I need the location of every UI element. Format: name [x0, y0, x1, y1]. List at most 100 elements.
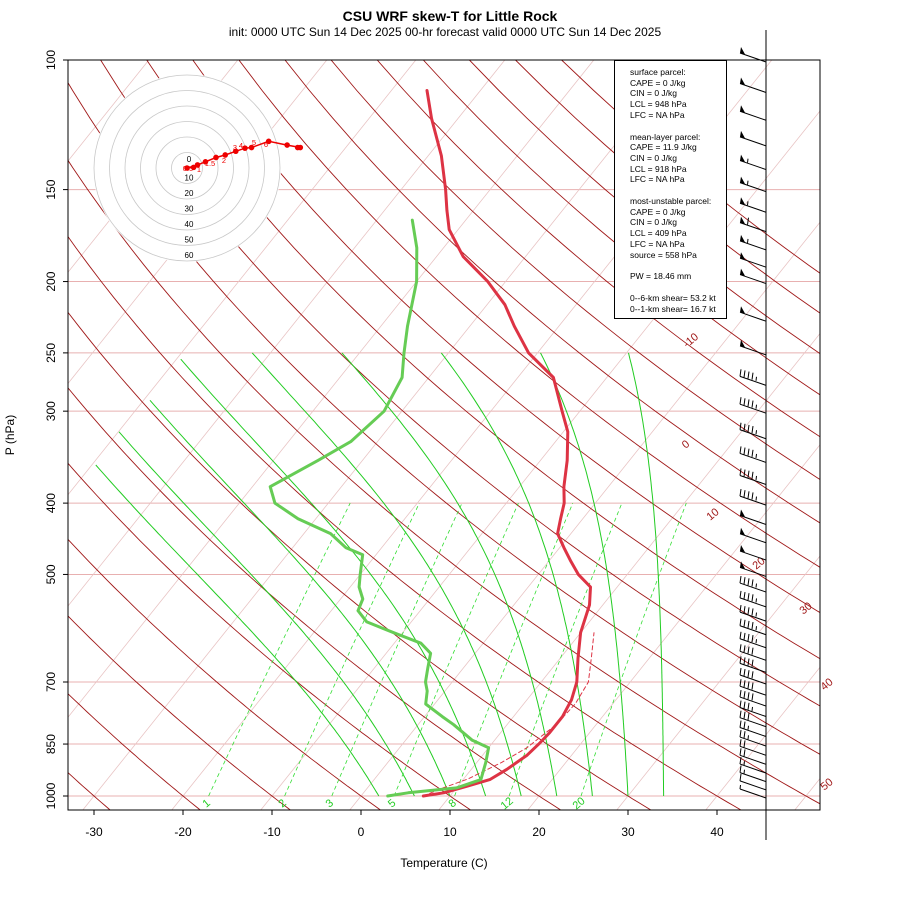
barb-shaft [739, 160, 767, 171]
barb-flag [740, 545, 745, 553]
barb-full [751, 471, 754, 479]
barb-shaft [739, 717, 767, 728]
surface-parcel-header: surface parcel: [630, 67, 686, 77]
barb-full [751, 659, 754, 667]
barb-full [751, 400, 754, 408]
x-tick-label: 40 [710, 825, 724, 839]
mixing-ratio-line [208, 502, 351, 797]
barb-shaft [739, 475, 767, 485]
barb-shaft [739, 311, 767, 322]
barb-shaft [739, 345, 767, 356]
dry-adiabat-line [238, 60, 820, 568]
barb-full [747, 578, 750, 586]
hodograph-point [213, 154, 219, 161]
barb-half [755, 598, 757, 603]
precipitable-water: PW = 18.46 mm [630, 271, 692, 282]
barb-full [739, 773, 742, 781]
barb-full [747, 593, 750, 601]
barb-half [747, 158, 749, 163]
barb-full [739, 422, 742, 430]
wind-barb [739, 784, 767, 799]
barb-shaft [739, 403, 767, 414]
hodograph-ring [109, 90, 265, 246]
wind-barb [739, 369, 767, 386]
mean-layer-cin: CIN = 0 J/kg [630, 152, 678, 163]
isotherm-label: 50 [819, 776, 836, 793]
barb-flag [740, 197, 745, 205]
barb-shaft [739, 772, 767, 783]
barb-shaft [739, 82, 767, 93]
x-tick-label: -20 [174, 825, 192, 839]
barb-shaft [739, 736, 767, 747]
wind-barb [739, 509, 767, 525]
hodograph-point [202, 159, 209, 165]
hodograph-ring [140, 121, 234, 215]
barb-flag [740, 130, 745, 139]
wind-barb [739, 739, 767, 756]
mixing-ratio-line [284, 502, 420, 797]
mixing-ratio-line [331, 502, 463, 797]
mixing-ratio-label: 2 [276, 797, 288, 810]
mixing-ratio-label: 3 [324, 797, 336, 810]
barb-shaft [739, 550, 767, 561]
barb-full [747, 670, 750, 678]
dewpoint-trace [268, 218, 491, 798]
barb-shaft [739, 533, 767, 544]
wind-barb [739, 176, 767, 193]
hodograph-point [242, 145, 248, 151]
wind-barb [739, 644, 767, 661]
hodograph-height-label: 1.5 [205, 159, 215, 168]
y-tick-label: 400 [44, 493, 58, 513]
mean-layer-lcl: LCL = 918 hPa [630, 163, 687, 174]
wind-barb [739, 748, 767, 765]
y-tick-label: 100 [44, 50, 58, 70]
wind-barb [739, 729, 767, 747]
moist-adiabat-line [251, 352, 522, 797]
barb-half [755, 612, 757, 617]
barb-shaft [739, 582, 767, 593]
wind-barb [739, 339, 767, 356]
barb-full [739, 757, 742, 765]
barb-full [743, 749, 746, 757]
wind-barb [739, 631, 767, 649]
barb-shaft [739, 110, 767, 121]
barb-full [743, 490, 746, 498]
barb-full [739, 446, 742, 454]
hodograph-ring [155, 136, 219, 200]
barb-half [743, 769, 745, 774]
barb-full [747, 607, 750, 615]
wind-barb [739, 689, 767, 707]
dry-adiabat-line [68, 235, 742, 810]
barb-flag [740, 527, 745, 536]
barb-full [739, 748, 742, 756]
hodograph-ring [93, 74, 281, 262]
hodograph-height-label: 4 [239, 141, 243, 150]
barb-full [743, 645, 746, 653]
wind-barb [739, 590, 767, 608]
wind-barb [739, 765, 767, 783]
barb-flag [740, 216, 745, 224]
mixing-ratio-label: 8 [446, 797, 458, 810]
barb-half [755, 453, 757, 458]
barb-shaft [739, 375, 767, 386]
barb-full [751, 426, 754, 434]
isotherm-label: 10 [705, 506, 722, 523]
barb-full [747, 681, 750, 689]
barb-full [751, 671, 754, 679]
hodograph-point [284, 142, 290, 148]
isotherm-line [794, 777, 820, 810]
parcel-info-box: surface parcel: CAPE = 0 J/kg CIN = 0 J/… [614, 60, 727, 319]
barb-full [739, 369, 742, 377]
wind-barb [739, 130, 767, 147]
barb-full [743, 680, 746, 688]
temperature-trace [421, 89, 592, 798]
isotherm-line [349, 221, 820, 810]
barb-flag [740, 306, 745, 314]
barb-half [747, 180, 749, 185]
barb-shaft [739, 662, 767, 673]
barb-half [755, 583, 757, 588]
barb-shaft [739, 274, 767, 285]
x-tick-label: 0 [358, 825, 365, 839]
barb-shaft [739, 222, 767, 233]
